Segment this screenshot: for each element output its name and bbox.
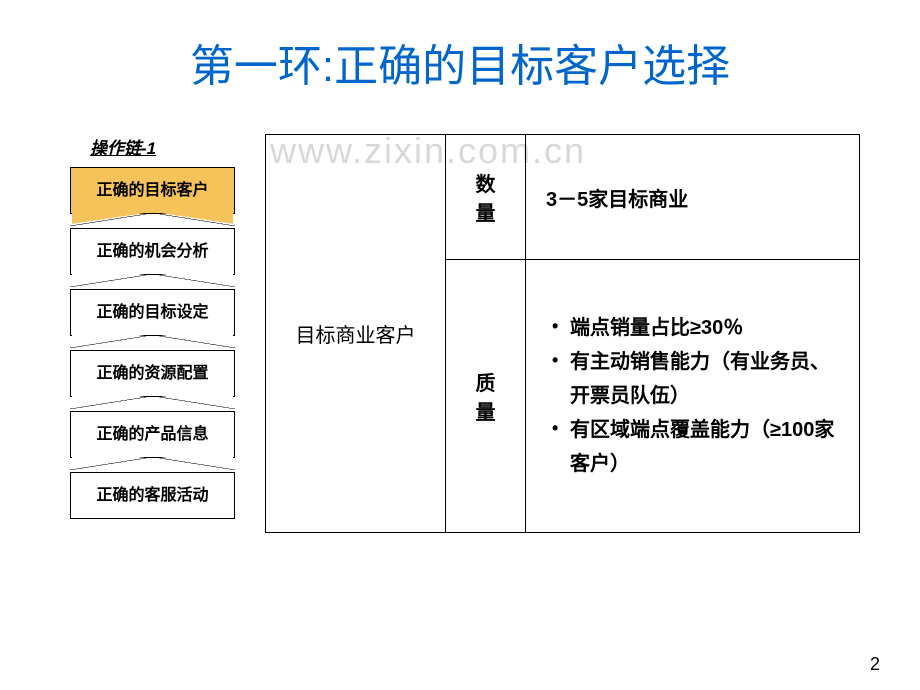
chain-item-0: 正确的目标客户 <box>70 167 235 214</box>
chain-item-label: 正确的目标设定 <box>96 298 208 322</box>
chain-item-label: 正确的目标客户 <box>96 176 208 200</box>
chain-item-label: 正确的机会分析 <box>96 237 208 261</box>
page-number: 2 <box>870 654 880 675</box>
chain-item-1: 正确的机会分析 <box>70 228 235 275</box>
table-col-quantity-value: 3－5家目标商业 <box>526 135 860 260</box>
table-row: 目标商业客户 数量 3－5家目标商业 <box>266 135 860 260</box>
table-col-customer: 目标商业客户 <box>266 135 446 533</box>
table-col-quality-value: 端点销量占比≥30％ 有主动销售能力（有业务员、开票员队伍） 有区域端点覆盖能力… <box>526 260 860 533</box>
chain-item-2: 正确的目标设定 <box>70 289 235 336</box>
detail-table: 目标商业客户 数量 3－5家目标商业 质量 端点销量占比≥30％ 有主动销售能力… <box>265 134 860 533</box>
chain-item-label: 正确的客服活动 <box>96 481 208 505</box>
list-item: 有主动销售能力（有业务员、开票员队伍） <box>546 345 839 413</box>
sidebar-chain: 操作链-1 正确的目标客户 正确的机会分析 正确的目标设定 正确的资源配置 正确… <box>70 134 235 533</box>
chain-item-5: 正确的客服活动 <box>70 472 235 519</box>
list-item: 端点销量占比≥30％ <box>546 311 839 345</box>
chain-item-4: 正确的产品信息 <box>70 411 235 458</box>
table-col-quality-label: 质量 <box>446 260 526 533</box>
chain-item-label: 正确的资源配置 <box>96 359 208 383</box>
quality-list: 端点销量占比≥30％ 有主动销售能力（有业务员、开票员队伍） 有区域端点覆盖能力… <box>546 311 839 481</box>
chain-label: 操作链-1 <box>70 134 235 159</box>
chain-item-label: 正确的产品信息 <box>96 420 208 444</box>
table-col-quantity-label: 数量 <box>446 135 526 260</box>
chain-item-3: 正确的资源配置 <box>70 350 235 397</box>
content-area: 操作链-1 正确的目标客户 正确的机会分析 正确的目标设定 正确的资源配置 正确… <box>0 134 920 533</box>
page-title: 第一环:正确的目标客户选择 <box>0 0 920 134</box>
list-item: 有区域端点覆盖能力（≥100家客户） <box>546 413 839 481</box>
